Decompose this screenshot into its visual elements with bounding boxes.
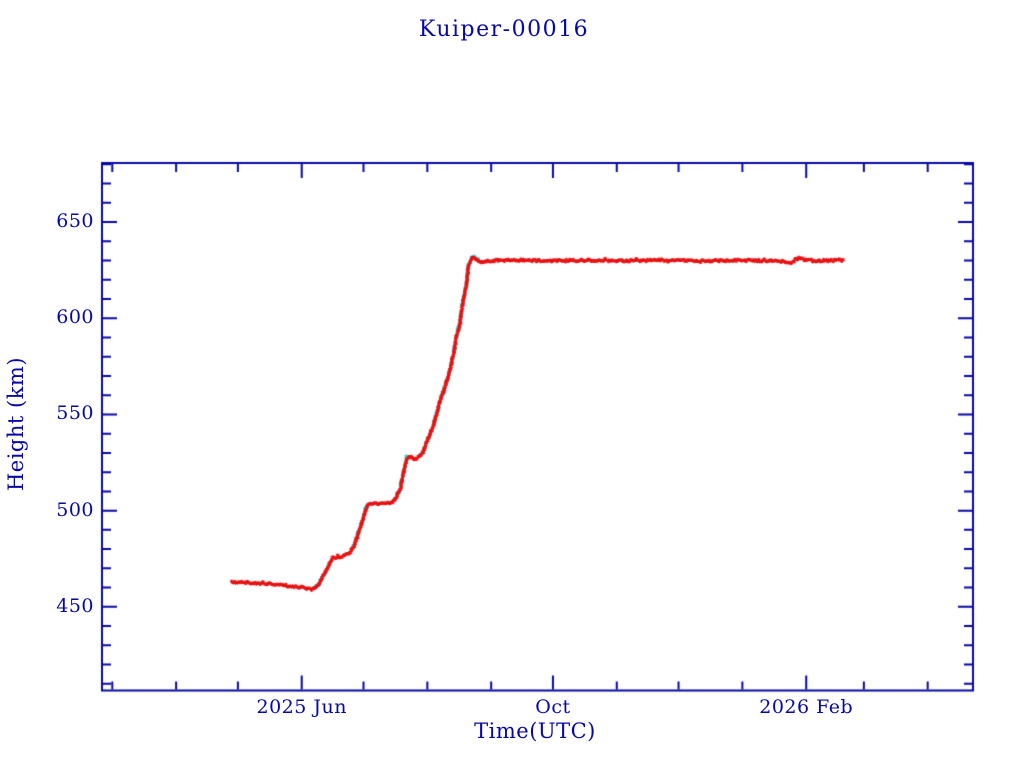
x-axis-title: Time(UTC): [474, 719, 596, 743]
y-axis-title: Height (km): [4, 356, 28, 492]
chart-title: Kuiper-00016: [418, 17, 590, 42]
x-tick-label: 2026 Feb: [759, 696, 854, 718]
x-tick-label: 2025 Jun: [256, 696, 347, 718]
y-tick-label: 550: [56, 402, 94, 425]
y-tick-label: 600: [56, 306, 94, 329]
y-tick-label: 450: [56, 594, 94, 617]
y-tick-label: 650: [56, 210, 94, 233]
x-tick-label: Oct: [535, 696, 571, 718]
y-tick-label: 500: [56, 498, 94, 521]
